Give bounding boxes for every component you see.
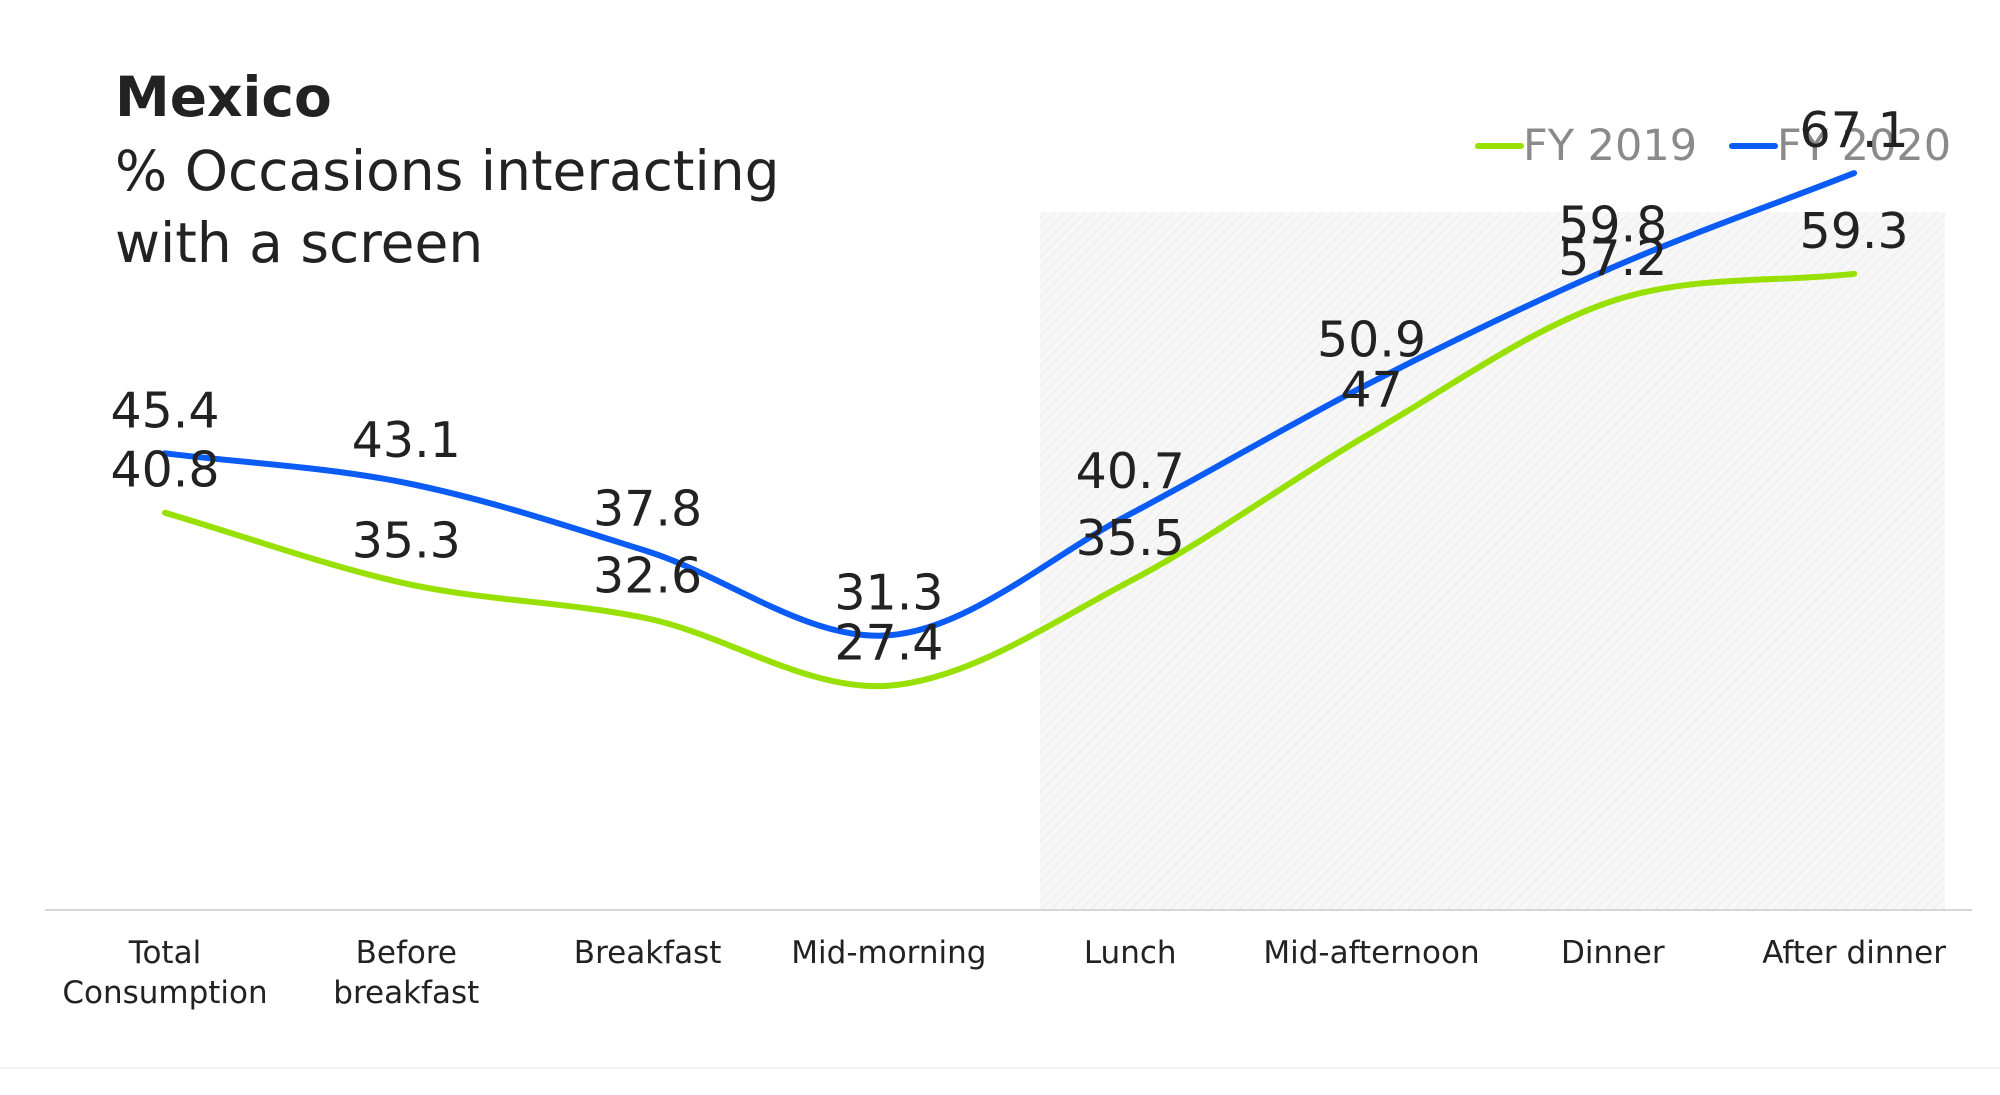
- series-line-fy-2019: [162, 270, 1858, 690]
- legend-label-fy2019: FY 2019: [1523, 121, 1697, 171]
- highlight-region: [1040, 212, 1945, 910]
- x-tick-label-6-0: Dinner: [1561, 935, 1665, 971]
- data-label-fy-2019-0: 40.8: [110, 442, 219, 499]
- legend-label-fy2020: FY 2020: [1777, 121, 1951, 171]
- data-label-fy-2019-4: 35.5: [1076, 510, 1185, 567]
- x-tick-label-0-0: Total: [128, 935, 201, 971]
- data-label-fy-2020-2: 37.8: [593, 480, 702, 537]
- data-label-fy-2019-6: 57.2: [1558, 230, 1667, 287]
- data-label-fy-2019-1: 35.3: [352, 513, 461, 570]
- chart-title: Mexico: [115, 65, 332, 129]
- x-axis-category-labels: Total Consumption Before breakfast Breakfast…: [62, 935, 1946, 1011]
- series-lines: [162, 170, 1858, 690]
- series-line-fy-2020: [162, 170, 1858, 639]
- legend: FY 2019 FY 2020: [1475, 121, 1951, 171]
- x-tick-label-2-0: Breakfast: [574, 935, 722, 971]
- data-label-fy-2019-7: 59.3: [1800, 203, 1909, 260]
- x-tick-label-0-1: Consumption: [62, 975, 267, 1011]
- x-tick-label-4-0: Lunch: [1084, 935, 1177, 971]
- data-label-fy-2020-1: 43.1: [352, 412, 461, 469]
- data-label-fy-2020-4: 40.7: [1076, 443, 1185, 500]
- data-label-fy-2019-2: 32.6: [593, 548, 702, 605]
- data-label-fy-2020-7: 67.1: [1800, 102, 1909, 159]
- data-label-fy-2019-3: 27.4: [834, 615, 943, 672]
- x-tick-label-1-1: breakfast: [333, 975, 479, 1011]
- data-labels: 40.8 35.3 32.6 27.4 35.5 47 57.2 59.3 45.4 43.1 37…: [110, 102, 1908, 672]
- chart-subtitle-line-1: % Occasions interacting: [115, 139, 780, 203]
- data-label-fy-2020-3: 31.3: [834, 564, 943, 621]
- data-label-fy-2020-6: 59.8: [1558, 196, 1667, 253]
- chart-subtitle-line-2: with a screen: [115, 211, 483, 275]
- data-label-fy-2019-5: 47: [1340, 362, 1402, 419]
- x-tick-label-3-0: Mid-morning: [791, 935, 986, 971]
- x-tick-label-7-0: After dinner: [1762, 935, 1946, 971]
- data-label-fy-2020-5: 50.9: [1317, 311, 1426, 368]
- x-tick-label-5-0: Mid-afternoon: [1263, 935, 1479, 971]
- data-label-fy-2020-0: 45.4: [110, 382, 219, 439]
- x-tick-label-1-0: Before: [356, 935, 457, 971]
